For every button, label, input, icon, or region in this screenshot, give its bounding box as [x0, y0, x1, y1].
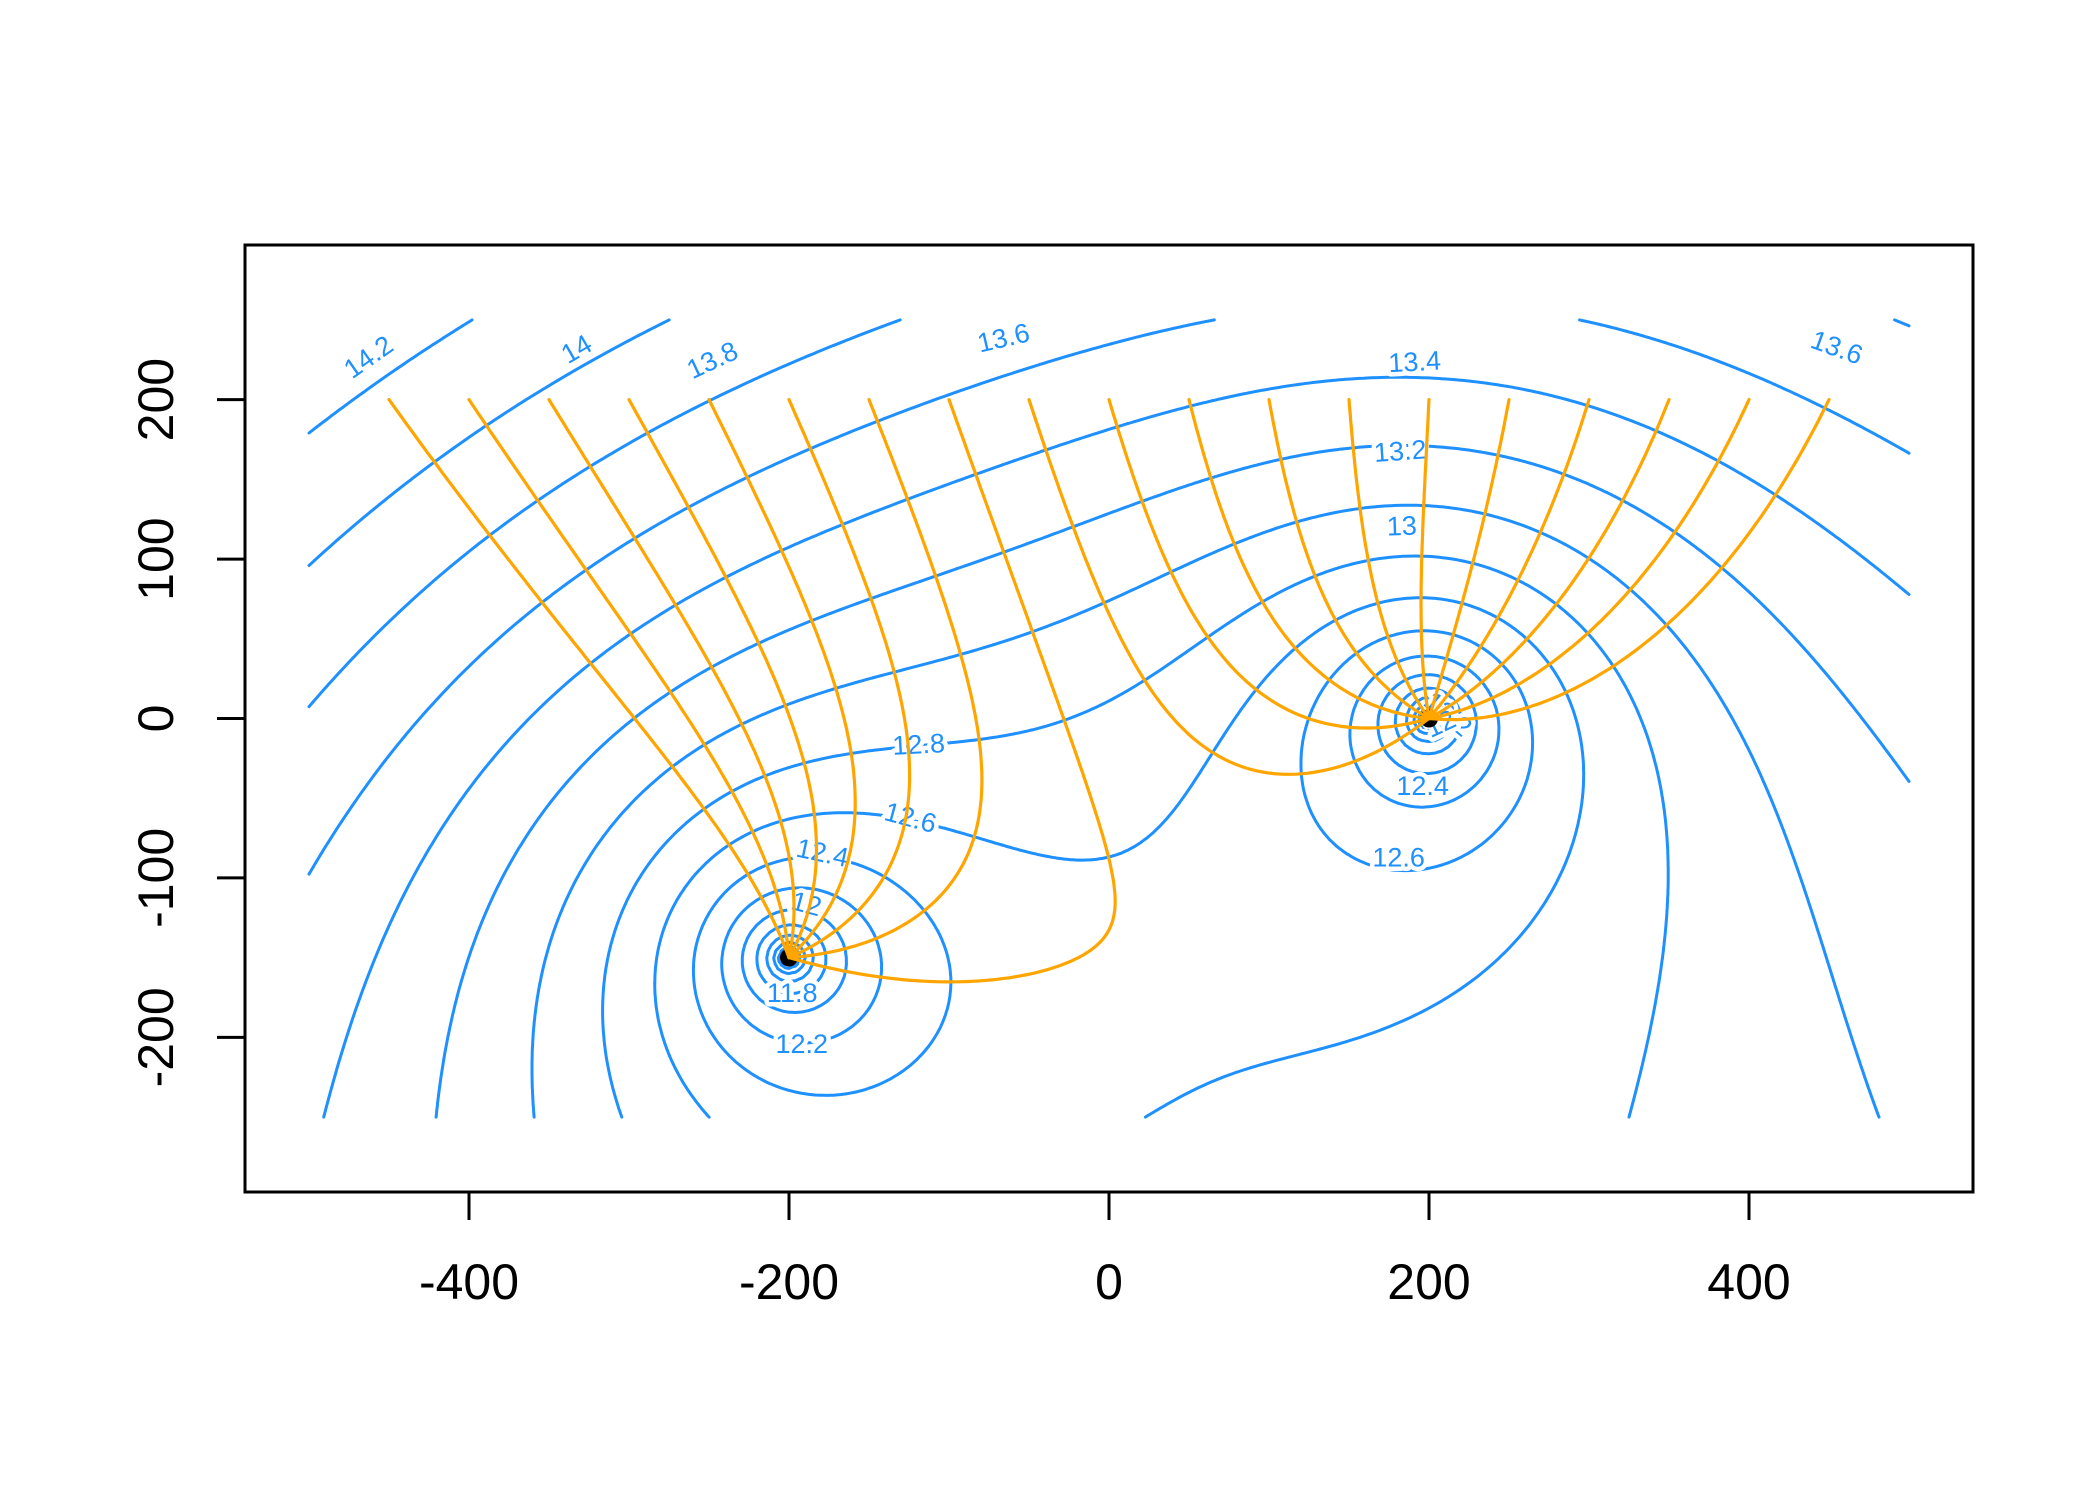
streamline-1 — [387, 398, 791, 960]
contour-label-12.2: 12.2 — [776, 1029, 829, 1059]
x-tick-label: -200 — [739, 1254, 839, 1310]
streamlines — [387, 398, 1831, 984]
streamline-11 — [1187, 398, 1431, 721]
contour-level-10.8 — [781, 712, 1434, 966]
contour-level-14.0 — [307, 318, 671, 567]
streamline-17 — [1427, 398, 1671, 721]
contour-label-12.8: 12.8 — [892, 728, 946, 761]
streamline-5 — [707, 398, 857, 960]
contour-level-13.4 — [322, 375, 1911, 1119]
y-tick-label: 0 — [128, 705, 184, 733]
streamline-3 — [547, 398, 796, 960]
y-tick-label: -200 — [128, 987, 184, 1087]
contour-label-13.2: 13.2 — [1373, 434, 1428, 468]
contour-label-14: 14 — [556, 329, 597, 370]
contour-label-12.6: 12.6 — [881, 796, 940, 839]
contour-lines — [307, 318, 1911, 1119]
y-tick-label: 200 — [128, 358, 184, 441]
plot-box — [243, 243, 1975, 1194]
streamline-8 — [787, 398, 1117, 984]
streamline-13 — [1347, 398, 1431, 721]
axes: -400 -200 0 200 400 -200 -100 0 100 200 — [128, 243, 1975, 1310]
x-tick-label: 400 — [1707, 1254, 1790, 1310]
contour-level-11.8 — [755, 686, 1463, 995]
contour-label-12.4: 12.4 — [794, 833, 852, 873]
contour-label-12.6: 12.6 — [1372, 843, 1425, 873]
contour-level-14.2 — [307, 318, 474, 435]
x-tick-label: -400 — [419, 1254, 519, 1310]
streamline-16 — [1427, 398, 1591, 721]
contour-level-12.8 — [601, 554, 1670, 1119]
contour-level-13.6 — [307, 318, 1911, 876]
contour-label-13.6: 13.6 — [1807, 324, 1867, 370]
contour-label-13.4: 13.4 — [1388, 346, 1442, 379]
streamline-2 — [467, 398, 791, 960]
contour-label-13.6: 13.6 — [975, 317, 1033, 358]
streamline-18 — [1427, 398, 1751, 721]
streamline-6 — [787, 398, 912, 960]
streamline-14 — [1419, 398, 1431, 721]
x-tick-label: 0 — [1095, 1254, 1123, 1310]
contour-label-11.8: 11.8 — [767, 978, 818, 1008]
contour-level-13.2 — [434, 444, 1911, 1119]
streamline-10 — [1107, 398, 1431, 730]
y-tick-label: 100 — [128, 517, 184, 600]
contour-label-13.8: 13.8 — [682, 336, 742, 385]
streamline-15 — [1427, 398, 1511, 721]
contour-label-13: 13 — [1386, 511, 1417, 542]
y-tick-label: -100 — [128, 828, 184, 928]
contour-level-12.2 — [720, 654, 1501, 1045]
streamline-4 — [627, 398, 819, 960]
x-tick-label: 200 — [1387, 1254, 1470, 1310]
contour-label-12.4: 12.4 — [1396, 771, 1449, 801]
contour-label-14.2: 14.2 — [338, 330, 398, 385]
streamline-19 — [1427, 398, 1831, 722]
streamline-7 — [787, 398, 984, 960]
streamline-9 — [1027, 398, 1431, 776]
contour-level-11.6 — [765, 696, 1453, 983]
contour-level-13.0 — [530, 503, 1881, 1119]
streamline-12 — [1267, 398, 1431, 721]
contour-level-12.6 — [653, 596, 1586, 1119]
